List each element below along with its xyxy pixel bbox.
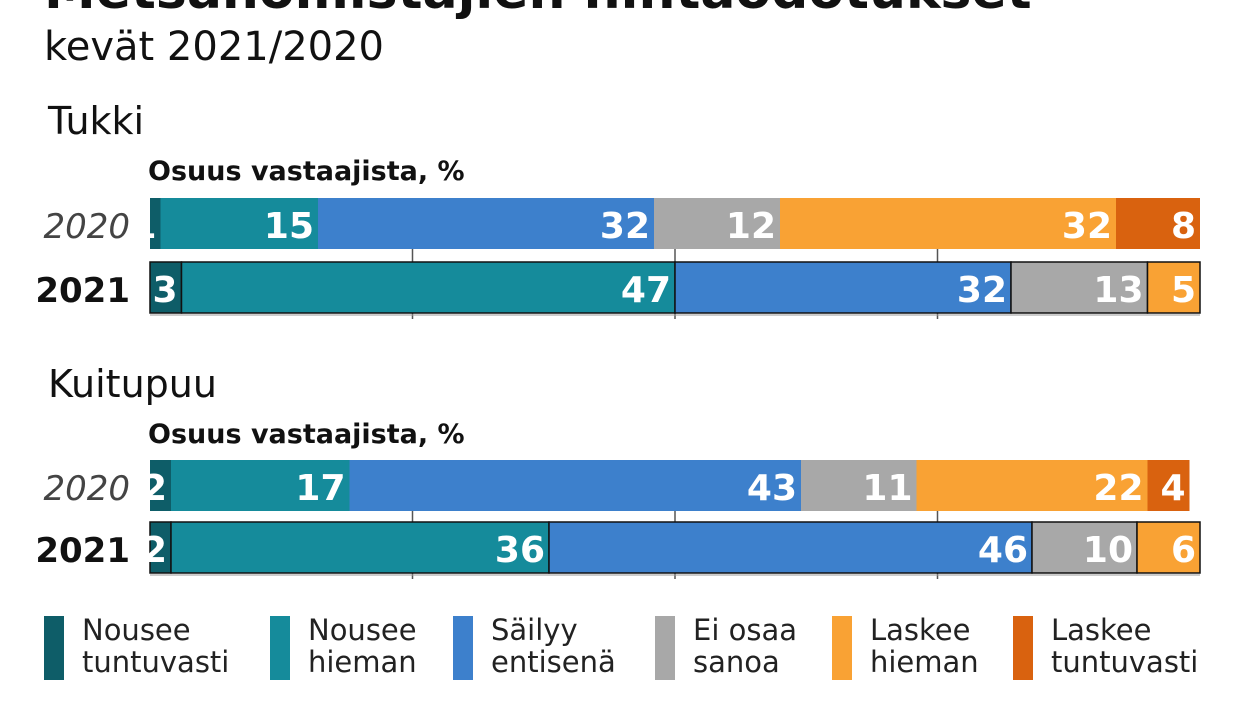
legend-label: Säilyy entisenä <box>491 613 616 679</box>
legend-label: Laskee hieman <box>870 613 979 679</box>
bar-segment <box>170 521 550 574</box>
bar-segment <box>654 198 780 249</box>
data-label: 32 <box>1062 206 1112 247</box>
bar-segment <box>1031 521 1138 574</box>
bar-segment <box>171 460 350 511</box>
data-label: 32 <box>957 270 1007 311</box>
legend-label: Ei osaa sanoa <box>693 613 797 679</box>
data-label: 12 <box>726 206 776 247</box>
y-tick-label: 2021 <box>35 271 130 311</box>
bar-segment <box>1136 521 1201 574</box>
legend-label: Nousee tuntuvasti <box>82 613 230 679</box>
bar-segment <box>150 460 171 511</box>
bar-segment <box>801 460 917 511</box>
bar-segment <box>1116 198 1200 249</box>
data-label: 4 <box>1160 468 1185 509</box>
data-label: 6 <box>1171 530 1196 571</box>
bar-segment <box>180 261 676 314</box>
axis-label: Osuus vastaajista, % <box>148 419 465 450</box>
data-label: 15 <box>264 206 314 247</box>
legend-swatch <box>44 616 64 680</box>
data-label: 2 <box>142 530 167 571</box>
bar-segment <box>916 460 1148 511</box>
legend-swatch <box>655 616 675 680</box>
subtitle: kevät 2021/2020 <box>44 24 384 70</box>
legend-label: Nousee hieman <box>308 613 417 679</box>
legend-swatch <box>453 616 473 680</box>
data-label: 8 <box>1171 206 1196 247</box>
bar-segment <box>674 261 1012 314</box>
legend-swatch <box>270 616 290 680</box>
data-label: 3 <box>152 270 177 311</box>
data-label: 5 <box>1171 270 1196 311</box>
legend-swatch <box>1013 616 1033 680</box>
data-label: 1 <box>131 206 156 247</box>
data-label: 11 <box>862 468 912 509</box>
bar-segment <box>1147 460 1190 511</box>
group-title: Tukki <box>47 99 144 143</box>
bar-segment <box>1010 261 1149 314</box>
data-label: 22 <box>1093 468 1143 509</box>
data-label: 46 <box>978 530 1028 571</box>
bar-segment <box>318 198 654 249</box>
data-label: 43 <box>747 468 797 509</box>
bar-segment <box>548 521 1033 574</box>
bar-segment <box>780 198 1116 249</box>
data-label: 10 <box>1083 530 1133 571</box>
data-label: 17 <box>295 468 345 509</box>
bar-segment <box>160 198 318 249</box>
bar-segment <box>349 460 801 511</box>
title: Metsänomistajien hintaodotukset <box>44 0 1032 21</box>
axis-label: Osuus vastaajista, % <box>148 156 465 187</box>
legend-swatch <box>832 616 852 680</box>
bar-segment <box>150 198 161 249</box>
bar-segment <box>149 261 183 314</box>
y-tick-label: 2021 <box>35 531 130 571</box>
data-label: 2 <box>142 468 167 509</box>
data-label: 13 <box>1093 270 1143 311</box>
y-tick-label: 2020 <box>43 207 130 247</box>
data-label: 36 <box>495 530 545 571</box>
legend-label: Laskee tuntuvasti <box>1051 613 1199 679</box>
y-tick-label: 2020 <box>43 469 130 509</box>
data-label: 32 <box>600 206 650 247</box>
bar-segment <box>1146 261 1201 314</box>
group-title: Kuitupuu <box>48 362 217 406</box>
data-label: 47 <box>621 270 671 311</box>
